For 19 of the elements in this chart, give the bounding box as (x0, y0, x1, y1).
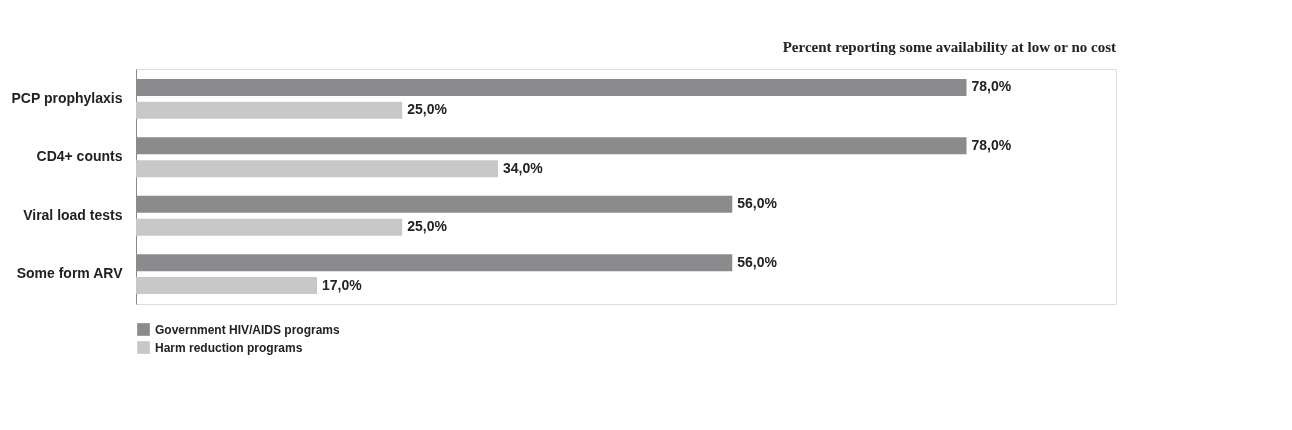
data-label: 34,0% (503, 159, 544, 176)
y-tick-label: Some form ARV (16, 265, 124, 282)
legend-label: Harm reduction programs (155, 340, 303, 355)
data-label: 56,0% (737, 253, 778, 270)
y-tick-label: CD4+ counts (36, 148, 123, 165)
y-tick-label: PCP prophylaxis (11, 89, 123, 106)
data-label: 17,0% (322, 276, 363, 293)
data-label: 78,0% (971, 136, 1012, 153)
bar (136, 218, 403, 236)
data-label: 25,0% (407, 218, 448, 235)
legend-label: Government HIV/AIDS programs (155, 322, 341, 337)
bar (136, 101, 403, 119)
chart-title: Percent reporting some availability at low or no cost (782, 39, 1116, 55)
data-label: 78,0% (971, 78, 1012, 95)
bar (136, 277, 318, 295)
y-tick-label: Viral load tests (23, 206, 123, 223)
data-label: 25,0% (407, 101, 448, 118)
bar (136, 160, 499, 178)
data-label: 56,0% (737, 195, 778, 212)
